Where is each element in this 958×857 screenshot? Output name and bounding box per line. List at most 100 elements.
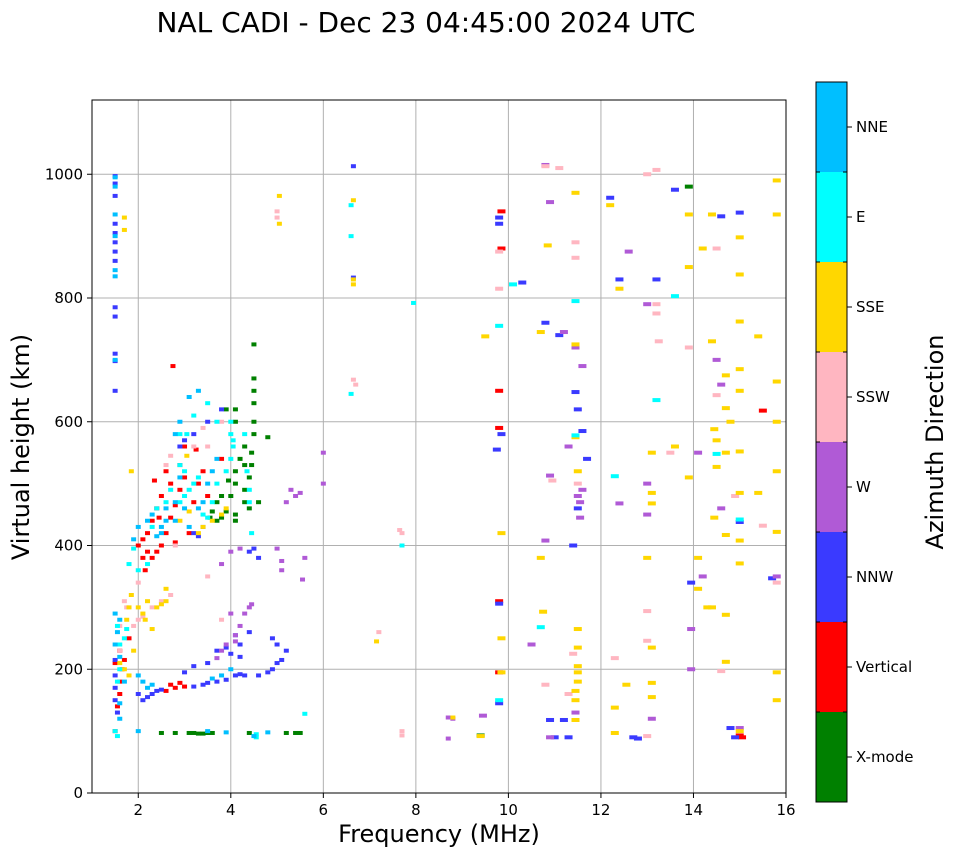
data-point bbox=[546, 200, 555, 205]
data-point bbox=[112, 388, 118, 393]
data-point bbox=[128, 593, 134, 597]
x-tick-label: 4 bbox=[226, 801, 236, 819]
data-point bbox=[573, 407, 582, 412]
data-point bbox=[242, 611, 248, 616]
data-point bbox=[191, 730, 197, 735]
data-point bbox=[124, 617, 130, 622]
data-point bbox=[707, 605, 716, 610]
data-point bbox=[114, 630, 120, 635]
data-point bbox=[112, 357, 118, 362]
data-point bbox=[149, 524, 155, 529]
data-point bbox=[214, 648, 220, 653]
data-point bbox=[140, 611, 146, 616]
y-tick-label: 400 bbox=[54, 537, 83, 555]
data-point bbox=[445, 715, 451, 720]
data-point bbox=[251, 419, 257, 424]
data-point bbox=[274, 546, 280, 551]
y-tick-label: 200 bbox=[54, 660, 83, 678]
data-point bbox=[193, 447, 199, 452]
data-point bbox=[230, 444, 236, 449]
data-point bbox=[576, 515, 585, 520]
data-point bbox=[495, 221, 504, 226]
data-point bbox=[172, 540, 178, 545]
data-point bbox=[684, 212, 693, 217]
data-point bbox=[571, 255, 580, 260]
data-point bbox=[249, 602, 255, 607]
data-point bbox=[242, 432, 248, 437]
data-point bbox=[707, 212, 716, 217]
data-point bbox=[684, 184, 693, 189]
data-point bbox=[772, 670, 781, 675]
data-point bbox=[633, 736, 642, 741]
data-point bbox=[495, 601, 504, 606]
data-point bbox=[710, 515, 719, 520]
data-point bbox=[279, 657, 285, 662]
data-marks bbox=[112, 162, 781, 741]
data-point bbox=[114, 679, 120, 684]
data-point bbox=[228, 456, 234, 461]
data-point bbox=[726, 419, 735, 424]
data-point bbox=[573, 664, 582, 669]
data-point bbox=[214, 518, 220, 523]
data-point bbox=[571, 433, 580, 438]
data-point bbox=[168, 515, 174, 520]
data-point bbox=[205, 680, 211, 685]
data-point bbox=[114, 710, 120, 715]
data-point bbox=[712, 451, 721, 456]
data-point bbox=[246, 630, 252, 635]
data-point bbox=[578, 429, 587, 434]
data-point bbox=[564, 692, 573, 696]
data-point bbox=[135, 605, 141, 610]
data-point bbox=[237, 672, 243, 677]
data-point bbox=[242, 463, 248, 468]
data-point bbox=[158, 543, 164, 548]
data-point bbox=[276, 221, 282, 226]
data-point bbox=[573, 469, 582, 474]
data-point bbox=[149, 518, 155, 523]
data-point bbox=[232, 512, 238, 517]
y-tick-label: 800 bbox=[54, 289, 83, 307]
data-point bbox=[149, 512, 155, 517]
data-point bbox=[643, 609, 652, 614]
data-point bbox=[145, 562, 151, 567]
data-point bbox=[721, 659, 730, 664]
series-w bbox=[214, 162, 781, 741]
data-point bbox=[205, 481, 211, 486]
data-point bbox=[274, 209, 280, 214]
data-point bbox=[348, 203, 354, 208]
colorbar-segment-vertical bbox=[816, 622, 847, 712]
data-point bbox=[246, 506, 252, 511]
data-point bbox=[112, 611, 118, 616]
data-point bbox=[214, 419, 220, 424]
colorbar-tick-label: NNE bbox=[856, 118, 888, 136]
data-point bbox=[246, 549, 252, 554]
data-point bbox=[242, 500, 248, 505]
data-point bbox=[114, 734, 120, 739]
data-point bbox=[707, 339, 716, 344]
data-point bbox=[184, 432, 190, 437]
data-point bbox=[205, 661, 211, 666]
data-point bbox=[158, 687, 164, 692]
data-point bbox=[200, 469, 206, 474]
data-point bbox=[647, 716, 656, 721]
data-point bbox=[154, 688, 160, 693]
colorbar-label: Azimuth Direction bbox=[921, 335, 949, 550]
data-point bbox=[495, 215, 504, 220]
data-point bbox=[712, 357, 721, 362]
data-point bbox=[219, 512, 225, 517]
data-point bbox=[509, 282, 518, 287]
data-point bbox=[145, 518, 151, 523]
data-point bbox=[195, 475, 201, 480]
data-point bbox=[573, 670, 582, 675]
data-point bbox=[546, 735, 555, 740]
data-point bbox=[158, 599, 164, 604]
data-point bbox=[687, 580, 696, 585]
data-point bbox=[186, 524, 192, 529]
data-point bbox=[571, 698, 580, 703]
x-tick-label: 6 bbox=[319, 801, 329, 819]
data-point bbox=[195, 506, 201, 511]
data-point bbox=[135, 692, 141, 696]
data-point bbox=[265, 730, 271, 735]
data-point bbox=[121, 215, 127, 220]
colorbar-tick-label: SSE bbox=[856, 298, 885, 316]
